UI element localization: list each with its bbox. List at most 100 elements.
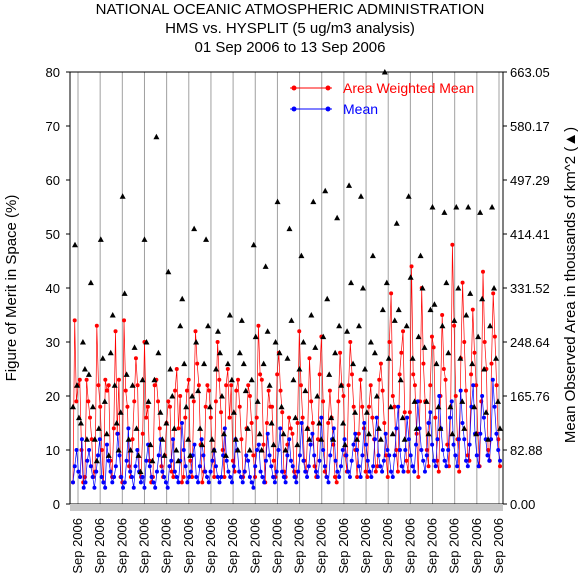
data-point-triangle bbox=[407, 274, 414, 280]
data-point-triangle bbox=[435, 403, 442, 410]
data-point bbox=[372, 437, 377, 442]
y-tick-label: 30 bbox=[46, 335, 60, 350]
data-point bbox=[496, 448, 501, 452]
data-point-triangle bbox=[111, 382, 118, 388]
y-tick-label: 40 bbox=[46, 281, 60, 296]
data-point-triangle bbox=[439, 322, 446, 329]
data-point bbox=[157, 426, 162, 431]
data-point bbox=[275, 372, 280, 377]
data-point bbox=[317, 372, 322, 377]
series-line bbox=[72, 244, 501, 483]
data-point bbox=[332, 475, 337, 479]
data-point bbox=[371, 464, 376, 469]
data-point bbox=[171, 475, 176, 479]
data-point bbox=[142, 485, 147, 490]
y2-tick-label: 663.05 bbox=[510, 65, 550, 80]
data-point bbox=[364, 442, 369, 447]
data-point bbox=[460, 421, 465, 425]
data-point-triangle bbox=[495, 398, 502, 404]
data-point bbox=[383, 431, 388, 436]
data-point-triangle bbox=[332, 349, 339, 356]
legend-marker bbox=[325, 85, 331, 91]
data-point bbox=[450, 242, 455, 247]
legend-marker bbox=[291, 85, 297, 91]
data-point bbox=[416, 475, 421, 479]
data-point bbox=[430, 442, 435, 447]
data-point-triangle bbox=[280, 430, 287, 437]
data-point-triangle bbox=[429, 204, 436, 210]
data-point bbox=[270, 404, 275, 409]
data-point bbox=[355, 475, 360, 479]
data-point bbox=[406, 469, 411, 474]
data-point bbox=[411, 372, 416, 377]
data-point bbox=[315, 475, 320, 479]
data-point-triangle bbox=[369, 252, 376, 259]
data-point bbox=[72, 318, 77, 323]
data-point bbox=[312, 453, 317, 458]
data-point bbox=[121, 485, 126, 490]
x-tick-label: Sep 2006 bbox=[402, 518, 417, 573]
data-point-triangle bbox=[252, 333, 259, 340]
data-point-triangle bbox=[129, 382, 136, 388]
data-point-triangle bbox=[294, 441, 301, 448]
data-point-triangle bbox=[236, 349, 243, 356]
data-point bbox=[294, 480, 299, 485]
data-point bbox=[415, 399, 420, 404]
data-point bbox=[131, 485, 136, 490]
data-point bbox=[397, 372, 402, 377]
data-point bbox=[449, 399, 454, 404]
data-point bbox=[353, 431, 358, 436]
data-point bbox=[130, 437, 135, 442]
data-point-triangle bbox=[165, 268, 172, 275]
data-point bbox=[205, 383, 210, 388]
data-point bbox=[283, 480, 288, 485]
data-point bbox=[441, 367, 446, 371]
data-point-triangle bbox=[101, 398, 108, 404]
data-point bbox=[295, 421, 300, 425]
data-point bbox=[190, 475, 195, 479]
data-point bbox=[83, 480, 88, 485]
data-point-triangle bbox=[260, 360, 267, 367]
data-point bbox=[215, 475, 220, 479]
series-layer bbox=[70, 69, 503, 490]
x-tick-label: Sep 2006 bbox=[358, 518, 373, 573]
data-point bbox=[178, 394, 183, 398]
data-point bbox=[331, 442, 336, 447]
data-point bbox=[401, 329, 406, 334]
data-point bbox=[403, 448, 408, 452]
data-point bbox=[183, 415, 188, 420]
data-point-triangle bbox=[312, 344, 319, 350]
data-point-triangle bbox=[377, 436, 384, 442]
data-point-triangle bbox=[300, 339, 307, 345]
data-point bbox=[129, 475, 134, 479]
data-point-triangle bbox=[95, 425, 102, 431]
data-point-triangle bbox=[302, 387, 309, 394]
title-line-3: 01 Sep 2006 to 13 Sep 2006 bbox=[194, 39, 386, 56]
data-point bbox=[81, 485, 86, 490]
y-tick-label: 80 bbox=[46, 65, 60, 80]
data-point bbox=[162, 475, 167, 479]
data-point bbox=[135, 448, 140, 452]
data-point bbox=[215, 340, 220, 344]
data-point-triangle bbox=[226, 312, 233, 318]
data-point-triangle bbox=[191, 225, 198, 232]
data-point bbox=[303, 469, 308, 474]
data-point-triangle bbox=[93, 457, 100, 464]
data-point bbox=[269, 464, 274, 469]
data-point bbox=[288, 458, 293, 463]
data-point bbox=[196, 383, 201, 388]
data-point bbox=[451, 442, 456, 447]
data-point-triangle bbox=[230, 409, 237, 415]
data-point bbox=[455, 464, 460, 469]
data-point-triangle bbox=[75, 414, 82, 421]
data-point bbox=[244, 453, 249, 458]
data-point-triangle bbox=[310, 198, 317, 205]
data-point-triangle bbox=[481, 366, 488, 372]
data-point bbox=[385, 448, 390, 452]
data-point bbox=[74, 399, 79, 404]
data-point-triangle bbox=[467, 290, 474, 296]
data-point bbox=[300, 415, 305, 420]
data-point-triangle bbox=[469, 360, 476, 367]
data-point bbox=[382, 421, 387, 425]
data-point-triangle bbox=[399, 414, 406, 421]
